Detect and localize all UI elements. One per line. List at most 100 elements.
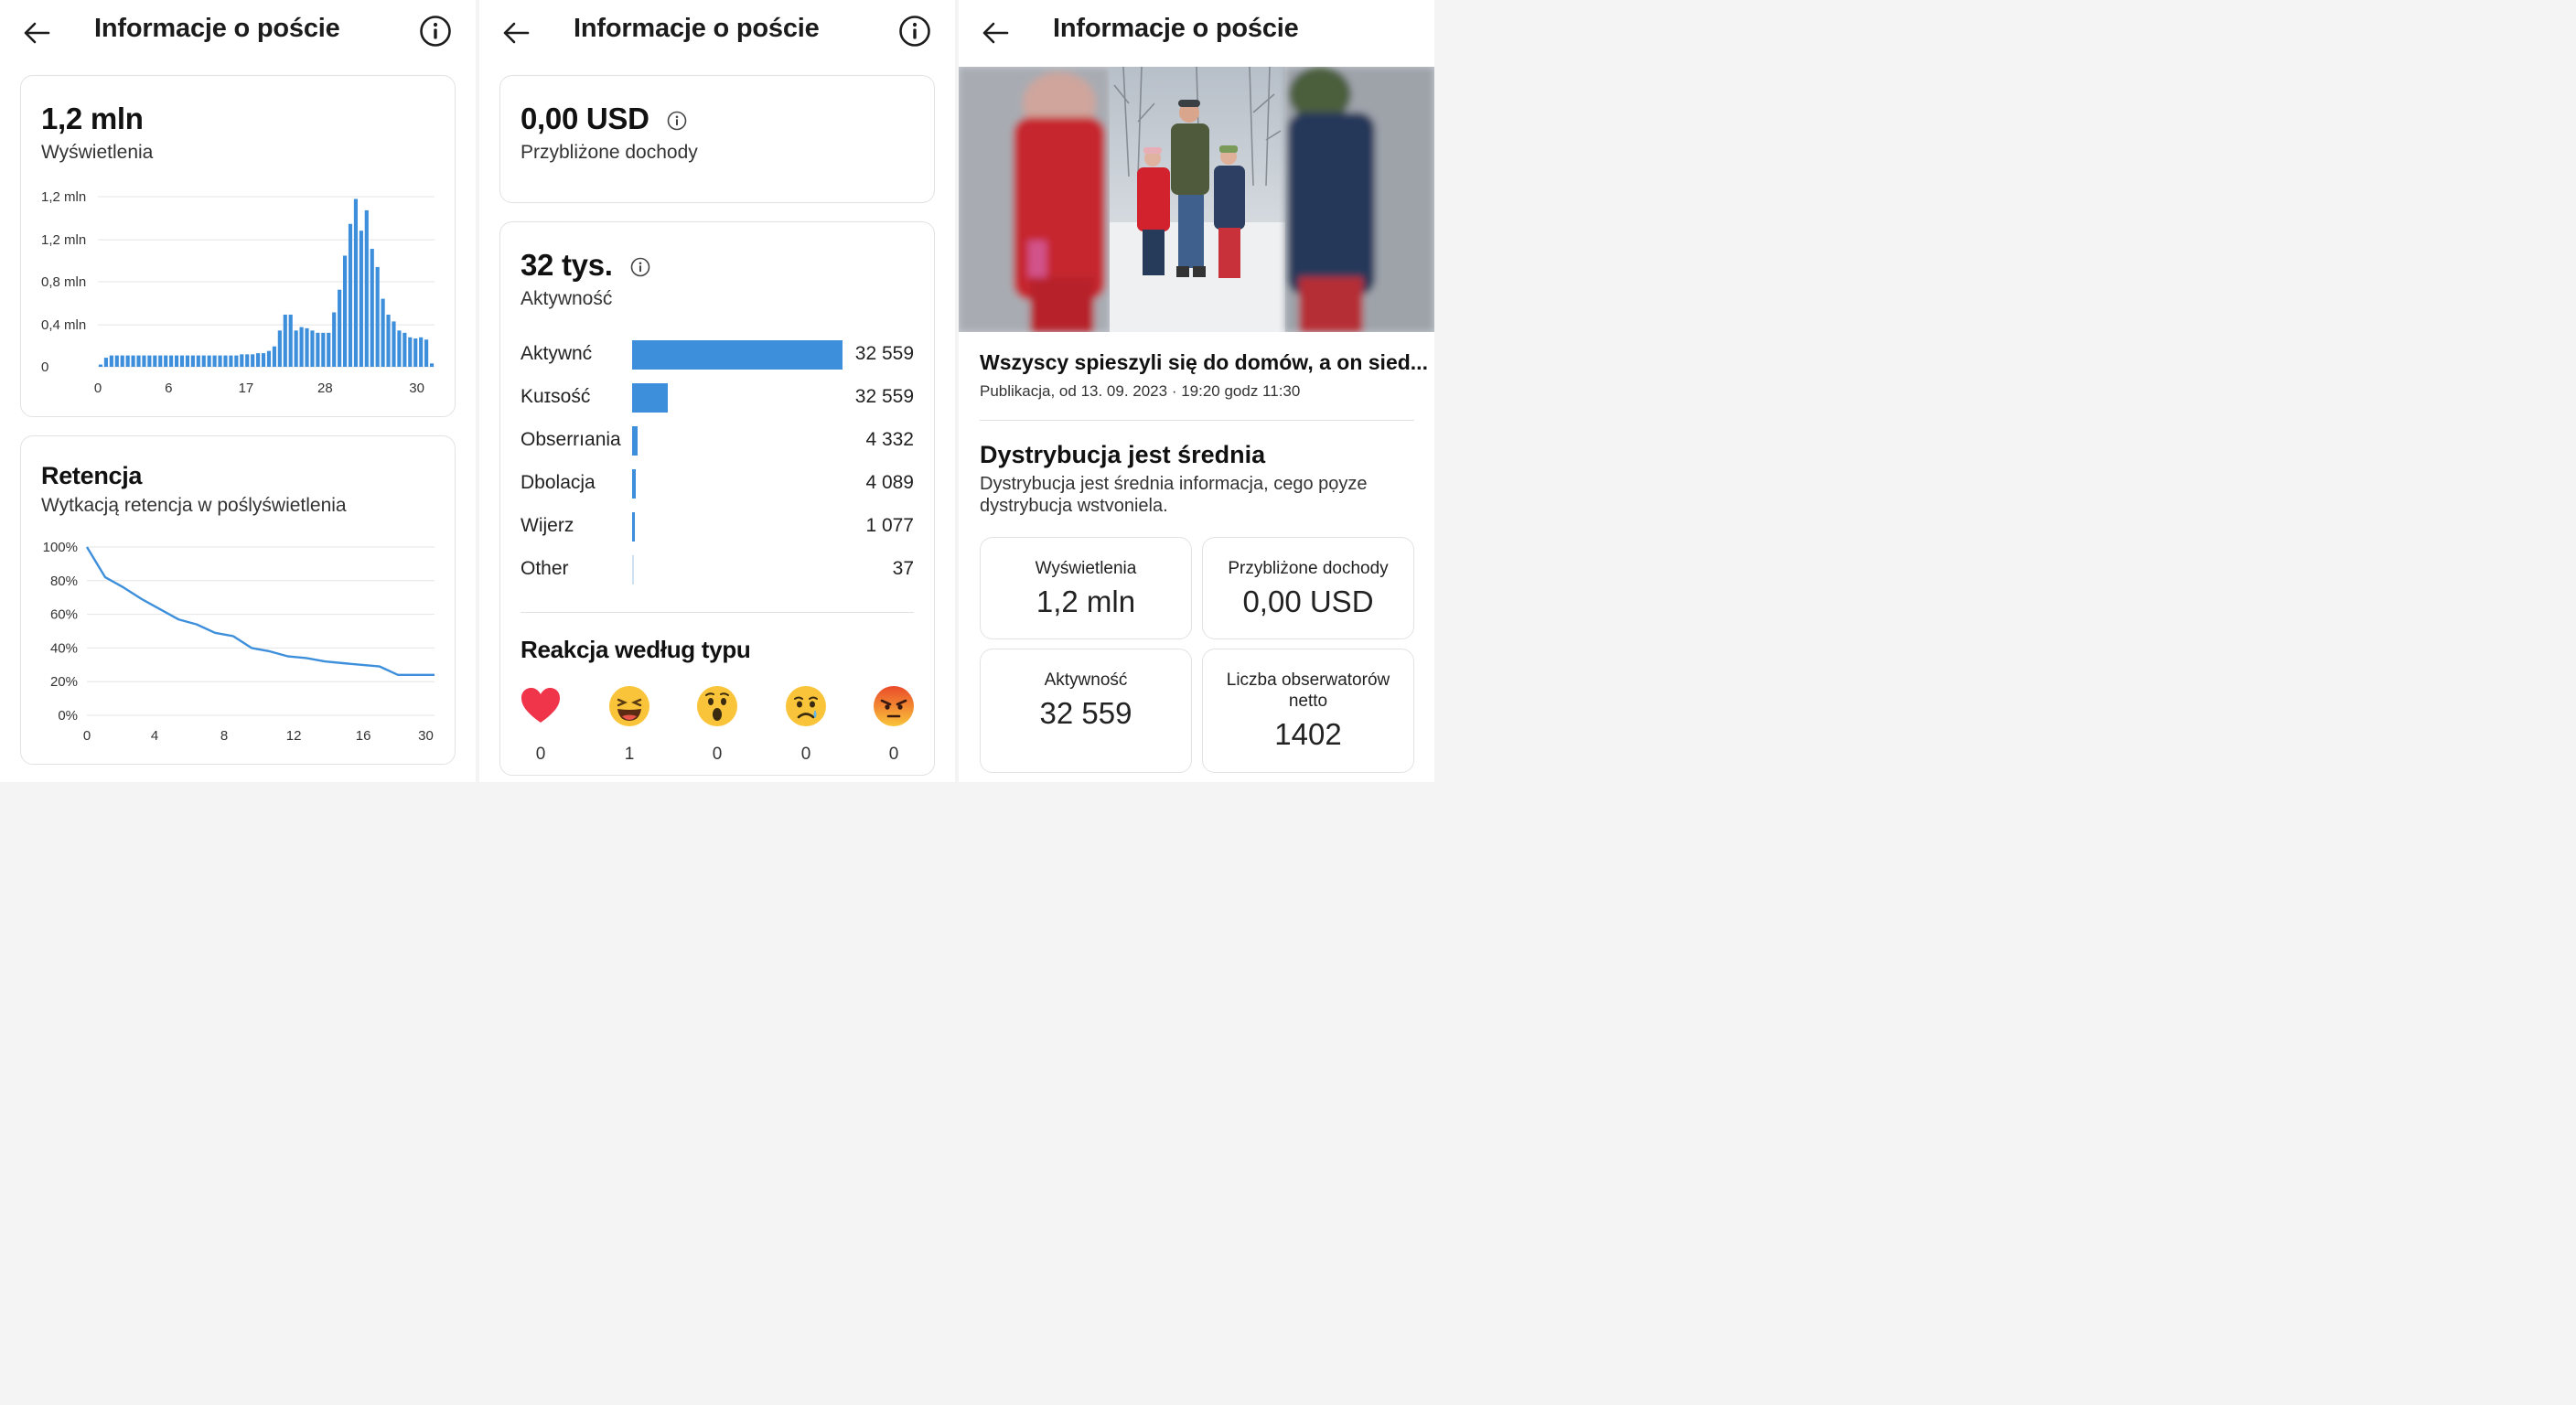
info-icon[interactable]	[898, 15, 931, 48]
retention-line-chart: 100% 80% 60% 40% 20% 0% 0 4 8 12 16 30	[43, 540, 435, 744]
views-bar	[103, 358, 108, 367]
header: Informacje o poście	[959, 0, 1434, 64]
activity-row: Wijerz 1 077	[521, 511, 914, 542]
activity-value-row: 32 tys.	[521, 248, 650, 283]
views-bar	[256, 353, 261, 367]
x-tick-label: 0	[94, 381, 102, 396]
surprised-face-icon	[697, 686, 737, 726]
activity-row: Kuɪsość 32 559	[521, 382, 914, 413]
heart-icon	[521, 688, 560, 723]
activity-bar-track	[632, 555, 843, 585]
views-bar	[229, 355, 233, 367]
reaction-item[interactable]: 0	[778, 684, 833, 765]
retention-title: Retencja	[41, 462, 143, 489]
y-tick-label: 100%	[43, 540, 78, 555]
page-title: Informacje o poście	[1053, 14, 1299, 43]
activity-bar	[632, 340, 843, 370]
y-tick-label: 1,2 mln	[41, 189, 86, 205]
activity-row-value: 32 559	[854, 386, 914, 407]
earnings-value-row: 0,00 USD	[521, 102, 687, 136]
views-bar	[375, 266, 380, 367]
activity-bar	[632, 555, 634, 585]
views-bar	[305, 327, 309, 367]
reactions-title: Reakcja według typu	[521, 636, 751, 663]
views-bar	[190, 355, 195, 367]
views-bar	[174, 355, 179, 367]
angry-face-icon	[874, 686, 914, 726]
reaction-count: 0	[712, 745, 723, 764]
views-bar	[245, 354, 250, 367]
views-bar	[342, 255, 348, 367]
y-tick-label: 40%	[50, 640, 78, 656]
activity-bar	[632, 469, 636, 499]
views-bar	[114, 355, 119, 367]
retention-card: Retencja Wytkacją retencja w poślyświetl…	[20, 435, 456, 765]
views-bar	[251, 354, 255, 367]
views-bar	[408, 337, 413, 367]
info-icon[interactable]	[630, 257, 650, 277]
y-tick-label: 0	[41, 359, 48, 375]
views-bar	[272, 346, 276, 367]
reaction-count: 0	[535, 745, 546, 764]
earnings-card: 0,00 USD Przybliżone dochody	[499, 75, 935, 203]
back-arrow-icon[interactable]	[979, 16, 1012, 49]
views-bar	[223, 355, 228, 367]
activity-row: Other 37	[521, 554, 914, 585]
activity-bar-track	[632, 383, 843, 413]
views-bar	[185, 355, 190, 367]
post-thumbnail[interactable]	[959, 67, 1434, 332]
activity-bar-track	[632, 469, 843, 499]
views-bar	[136, 355, 141, 367]
y-tick-label: 0,8 mln	[41, 274, 86, 290]
retention-subtitle: Wytkacją retencja w poślyświetlenia	[41, 495, 347, 516]
reaction-count: 1	[624, 745, 635, 764]
views-bar	[109, 355, 113, 367]
stat-label: Wyświetlenia	[1035, 559, 1137, 578]
back-arrow-icon[interactable]	[499, 16, 532, 49]
reaction-item[interactable]: 1	[602, 684, 657, 765]
retention-line	[85, 546, 435, 677]
views-bar	[120, 355, 124, 367]
stat-card-activity: Aktywność 32 559	[980, 649, 1192, 773]
header: Informacje o poście	[479, 0, 955, 64]
activity-row-label: Dbolacja	[521, 472, 596, 493]
x-tick-label: 28	[317, 381, 333, 396]
reaction-item[interactable]: 0	[866, 684, 921, 765]
reaction-item[interactable]: 0	[690, 684, 745, 765]
views-bar	[158, 355, 163, 367]
views-bar	[429, 363, 435, 367]
activity-bar	[632, 512, 635, 542]
reaction-count: 0	[800, 745, 811, 764]
post-title[interactable]: Wszyscy spieszyli się do domów, a on sie…	[980, 350, 1428, 374]
activity-row-label: Aktywnć	[521, 343, 593, 364]
divider	[980, 420, 1414, 421]
x-tick-label: 4	[151, 728, 158, 744]
views-bar	[125, 355, 130, 367]
activity-row: Dbolacja 4 089	[521, 468, 914, 499]
y-tick-label: 0%	[58, 708, 78, 724]
views-bar	[207, 355, 211, 367]
header: Informacje o poście	[0, 0, 476, 64]
x-tick-label: 30	[409, 381, 424, 396]
post-meta: Publikacja, od 13. 09. 2023 · 19:20 godz…	[980, 382, 1301, 400]
activity-card: 32 tys. Aktywność Aktywnć 32 559 Kuɪsość 32…	[499, 221, 935, 776]
activity-bar-track	[632, 426, 843, 456]
y-tick-label: 20%	[50, 674, 78, 690]
stat-label: Przybliżone dochody	[1228, 559, 1389, 578]
y-tick-label: 0,4 mln	[41, 317, 86, 333]
x-tick-label: 0	[83, 728, 91, 744]
post-photo-image	[959, 67, 1434, 332]
views-bar	[370, 249, 374, 367]
back-arrow-icon[interactable]	[20, 16, 53, 49]
y-tick-label: 1,2 mln	[41, 232, 86, 248]
activity-row-value: 4 332	[865, 429, 914, 450]
views-bar	[283, 314, 287, 367]
views-bar	[212, 355, 217, 367]
info-icon[interactable]	[419, 15, 452, 48]
views-bar	[261, 353, 266, 367]
x-tick-label: 16	[356, 728, 371, 744]
stat-card-earnings: Przybliżone dochody 0,00 USD	[1202, 537, 1414, 639]
activity-row-label: Obserrıania	[521, 429, 621, 450]
info-icon[interactable]	[667, 111, 687, 131]
reaction-item[interactable]: 0	[513, 684, 568, 765]
